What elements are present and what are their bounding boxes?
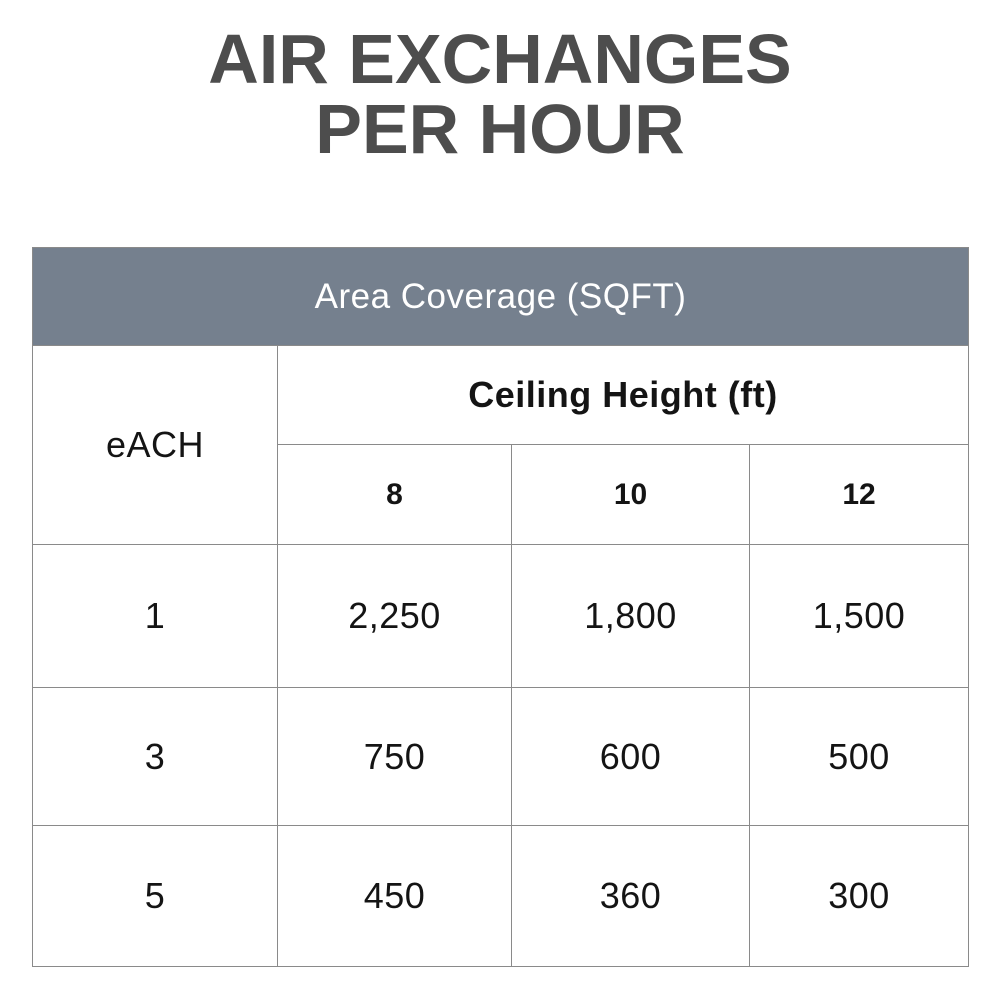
coverage-value: 750 [277, 687, 512, 826]
coverage-value: 500 [748, 687, 970, 826]
each-value: 3 [32, 687, 278, 826]
each-value: 5 [32, 825, 278, 967]
ceiling-height-header: Ceiling Height (ft) [276, 345, 970, 445]
column-header-row: 8 10 12 [33, 444, 970, 545]
column-header-10: 10 [511, 444, 750, 545]
coverage-value: 300 [748, 825, 970, 967]
group-header-row: eACH Ceiling Height (ft) [32, 345, 970, 545]
coverage-value: 1,800 [511, 544, 750, 688]
page-title: AIR EXCHANGES PER HOUR [0, 24, 1000, 164]
coverage-value: 1,500 [748, 544, 970, 688]
page-title-line2: PER HOUR [315, 90, 685, 168]
column-header-12: 12 [748, 444, 970, 545]
table-banner: Area Coverage (SQFT) [31, 247, 970, 346]
each-column-header: eACH [32, 345, 278, 545]
coverage-value: 450 [277, 825, 512, 967]
coverage-value: 360 [511, 825, 750, 967]
each-value: 1 [32, 544, 278, 688]
table-row: 3 750 600 500 [32, 687, 970, 826]
column-header-8: 8 [277, 444, 512, 545]
air-exchanges-table: Area Coverage (SQFT) eACH Ceiling Height… [31, 247, 970, 967]
table-row: 5 450 360 300 [32, 825, 970, 967]
coverage-value: 600 [511, 687, 750, 826]
coverage-value: 2,250 [277, 544, 512, 688]
banner-row: Area Coverage (SQFT) [31, 247, 970, 346]
table-row: 1 2,250 1,800 1,500 [32, 544, 970, 688]
page-title-line1: AIR EXCHANGES [208, 20, 792, 98]
